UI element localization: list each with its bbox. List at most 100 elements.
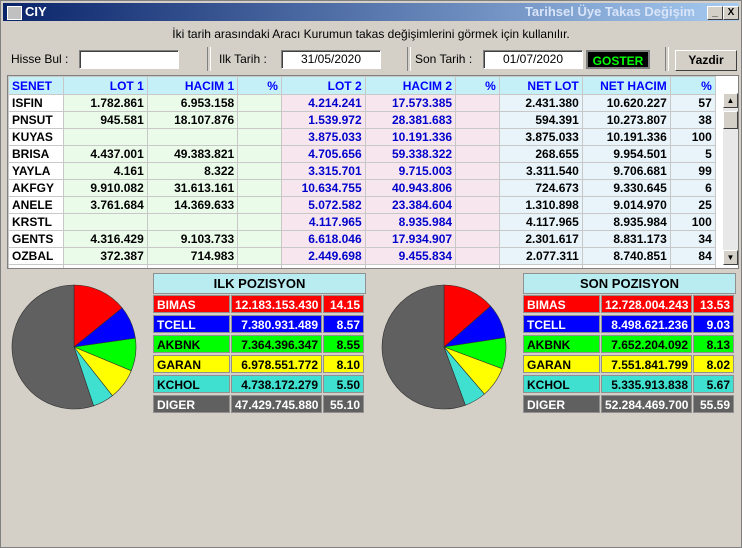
position-row[interactable]: GARAN 7.551.841.799 8.02: [523, 355, 734, 373]
cell-lot2: 4.214.241: [280, 94, 366, 112]
minimize-button[interactable]: _: [707, 6, 723, 20]
position-row[interactable]: DIGER 52.284.469.700 55.59: [523, 395, 734, 413]
column-header-net-hacim[interactable]: NET HACIM: [581, 76, 671, 95]
position-percent: 55.10: [323, 395, 364, 413]
position-row[interactable]: BIMAS 12.728.004.243 13.53: [523, 295, 734, 313]
position-row[interactable]: AKBNK 7.364.396.347 8.55: [153, 335, 364, 353]
cell-pct-net: 84: [669, 247, 716, 265]
position-row[interactable]: BIMAS 12.183.153.430 14.15: [153, 295, 364, 313]
column-header-lot1[interactable]: LOT 1: [63, 76, 148, 95]
cell-pct-net: 100: [669, 128, 716, 146]
table-row[interactable]: OZBAL 372.387 714.983 2.449.698 9.455.834 2.0…: [8, 247, 716, 265]
total-cell-net-lot: [498, 264, 583, 268]
scroll-thumb[interactable]: [723, 111, 738, 129]
cell-pct-net: 57: [669, 94, 716, 112]
column-header-net-lot[interactable]: NET LOT: [498, 76, 583, 95]
cell-pct-net: 25: [669, 196, 716, 214]
cell-lot1: 372.387: [63, 247, 148, 265]
table-row[interactable]: GENTS 4.316.429 9.103.733 6.618.046 17.934.9…: [8, 230, 716, 248]
position-percent: 8.02: [693, 355, 734, 373]
cell-hacim1: 6.953.158: [146, 94, 239, 112]
cell-senet: YAYLA: [8, 162, 64, 180]
table-row[interactable]: PNSUT 945.581 18.107.876 1.539.972 28.381.68…: [8, 111, 716, 129]
son-pozisyon-pie-chart: [381, 284, 507, 410]
show-button[interactable]: GOSTER: [586, 50, 650, 69]
position-value: 47.429.745.880: [231, 395, 322, 413]
cell-hacim1: [146, 128, 239, 146]
close-button[interactable]: X: [723, 6, 739, 20]
total-cell-lot2: 9.434.371.362: [280, 264, 366, 268]
table-row[interactable]: ISFIN 1.782.861 6.953.158 4.214.241 17.573.3…: [8, 94, 716, 112]
column-header-pct-net[interactable]: %: [669, 76, 716, 95]
cell-hacim1: 18.107.876: [146, 111, 239, 129]
table-row[interactable]: AKFGY 9.910.082 31.613.161 10.634.755 40.943…: [8, 179, 716, 197]
cell-lot2: 5.072.582: [280, 196, 366, 214]
table-row[interactable]: YAYLA 4.161 8.322 3.315.701 9.715.003 3.311.5…: [8, 162, 716, 180]
position-symbol: AKBNK: [153, 335, 230, 353]
column-header-pct1[interactable]: %: [237, 76, 282, 95]
position-percent: 8.10: [323, 355, 364, 373]
cell-hacim2: 9.455.834: [364, 247, 457, 265]
position-row[interactable]: GARAN 6.978.551.772 8.10: [153, 355, 364, 373]
cell-pct-net: 38: [669, 111, 716, 129]
cell-lot1: 4.316.429: [63, 230, 148, 248]
cell-lot2: 10.634.755: [280, 179, 366, 197]
table-row[interactable]: BRISA 4.437.001 49.383.821 4.705.656 59.338.…: [8, 145, 716, 163]
cell-lot1: 1.782.861: [63, 94, 148, 112]
position-row[interactable]: AKBNK 7.652.204.092 8.13: [523, 335, 734, 353]
position-row[interactable]: DIGER 47.429.745.880 55.10: [153, 395, 364, 413]
position-row[interactable]: TCELL 7.380.931.489 8.57: [153, 315, 364, 333]
column-header-hacim1[interactable]: HACIM 1: [146, 76, 239, 95]
cell-hacim2: 17.573.385: [364, 94, 457, 112]
vertical-scrollbar[interactable]: ▲ ▼: [723, 93, 738, 265]
column-header-pct2[interactable]: %: [455, 76, 500, 95]
end-date-input[interactable]: 01/07/2020: [483, 50, 583, 69]
cell-pct2: [455, 179, 500, 197]
cell-net-lot: 3.311.540: [498, 162, 583, 180]
window-subtitle: Tarihsel Üye Takas Değişim: [524, 4, 695, 19]
total-cell-pct-net: [669, 264, 716, 268]
cell-senet: ISFIN: [8, 94, 64, 112]
cell-senet: ANELE: [8, 196, 64, 214]
position-symbol: BIMAS: [523, 295, 600, 313]
column-header-senet[interactable]: SENET: [8, 76, 64, 95]
cell-net-hacim: 10.273.807: [581, 111, 671, 129]
cell-hacim2: 8.935.984: [364, 213, 457, 231]
table-row[interactable]: ANELE 3.761.684 14.369.633 5.072.582 23.384.…: [8, 196, 716, 214]
position-row[interactable]: KCHOL 4.738.172.279 5.50: [153, 375, 364, 393]
position-value: 4.738.172.279: [231, 375, 322, 393]
cell-pct1: [237, 111, 282, 129]
title-bar[interactable]: CIY Tarihsel Üye Takas Değişim _ X: [3, 3, 739, 21]
cell-lot1: [63, 128, 148, 146]
table-row[interactable]: KRSTL 4.117.965 8.935.984 4.117.965 8.935.98…: [8, 213, 716, 231]
position-value: 8.498.621.236: [601, 315, 692, 333]
search-input[interactable]: [79, 50, 179, 69]
cell-hacim1: 14.369.633: [146, 196, 239, 214]
cell-hacim2: 10.191.336: [364, 128, 457, 146]
cell-net-hacim: 10.620.227: [581, 94, 671, 112]
cell-lot2: 3.315.701: [280, 162, 366, 180]
column-header-hacim2[interactable]: HACIM 2: [364, 76, 457, 95]
cell-pct2: [455, 111, 500, 129]
position-symbol: DIGER: [523, 395, 600, 413]
cell-lot1: [63, 213, 148, 231]
position-symbol: TCELL: [153, 315, 230, 333]
position-row[interactable]: KCHOL 5.335.913.838 5.67: [523, 375, 734, 393]
position-row[interactable]: TCELL 8.498.621.236 9.03: [523, 315, 734, 333]
print-button[interactable]: Yazdir: [675, 50, 737, 71]
pie-slice-diger: [11, 284, 94, 410]
end-date-label: Son Tarih :: [415, 52, 473, 66]
scroll-up-icon[interactable]: ▲: [723, 93, 738, 108]
cell-pct-net: 34: [669, 230, 716, 248]
cell-hacim2: 9.715.003: [364, 162, 457, 180]
position-percent: 8.57: [323, 315, 364, 333]
cell-hacim1: 31.613.161: [146, 179, 239, 197]
scroll-down-icon[interactable]: ▼: [723, 250, 738, 265]
separator: [207, 47, 211, 71]
cell-lot1: 945.581: [63, 111, 148, 129]
column-header-lot2[interactable]: LOT 2: [280, 76, 366, 95]
table-row[interactable]: KUYAS 3.875.033 10.191.336 3.875.033 10.191.…: [8, 128, 716, 146]
start-date-input[interactable]: 31/05/2020: [281, 50, 381, 69]
cell-net-hacim: 9.706.681: [581, 162, 671, 180]
